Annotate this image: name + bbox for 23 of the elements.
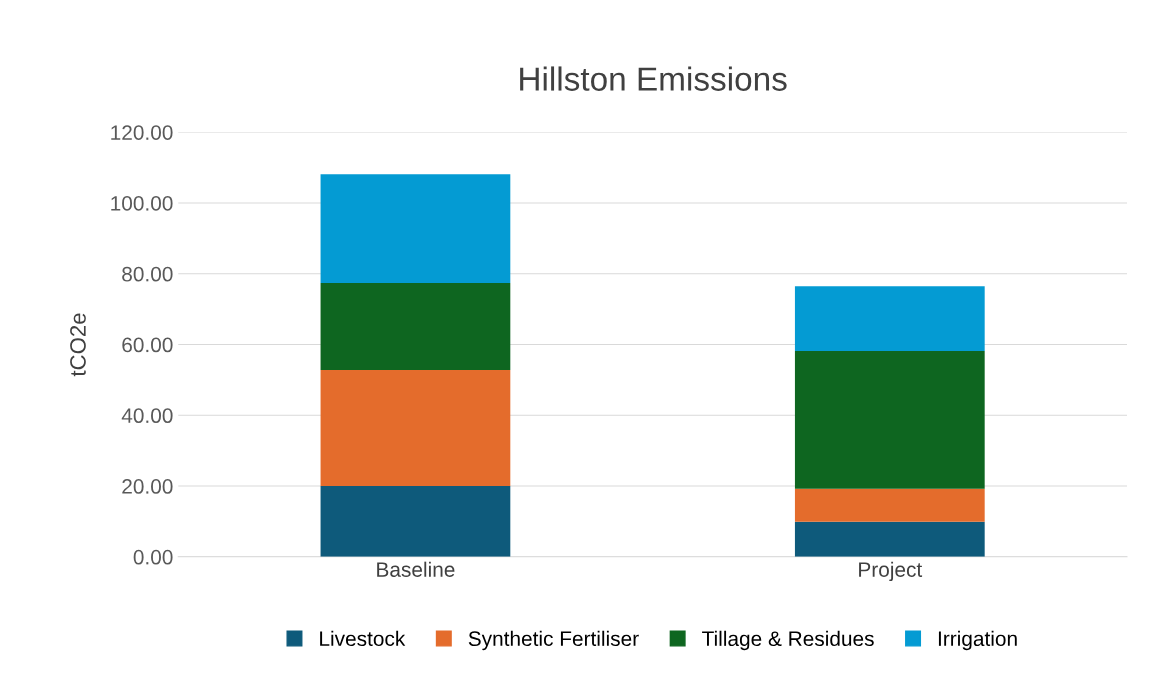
bar bbox=[320, 369, 511, 487]
bar bbox=[794, 488, 985, 522]
y-tick-label: 60.00 bbox=[122, 337, 173, 353]
y-tick-label: 0.00 bbox=[133, 549, 173, 565]
y-axis-title: tCO2e bbox=[70, 313, 86, 377]
y-tick-label: 20.00 bbox=[122, 479, 173, 494]
bar bbox=[794, 286, 985, 351]
legend-label: Synthetic Fertiliser bbox=[468, 630, 639, 651]
x-tick-label: Project bbox=[859, 561, 923, 582]
x-tick-label: Baseline bbox=[377, 561, 455, 577]
y-tick-label: 80.00 bbox=[122, 266, 173, 282]
y-tick-label: 40.00 bbox=[121, 408, 173, 424]
bar bbox=[320, 282, 511, 370]
legend-label: Irrigation bbox=[938, 630, 1017, 651]
bar bbox=[320, 174, 511, 283]
bar bbox=[320, 486, 511, 557]
legend-label: Livestock bbox=[320, 630, 406, 647]
chart-title: Hillston Emissions bbox=[520, 66, 787, 91]
y-tick-label: 120.00 bbox=[111, 125, 173, 140]
bar bbox=[794, 350, 985, 489]
legend-label: Tillage & Residues bbox=[702, 630, 874, 651]
bar bbox=[794, 521, 985, 557]
y-tick-label: 100.00 bbox=[111, 196, 173, 211]
